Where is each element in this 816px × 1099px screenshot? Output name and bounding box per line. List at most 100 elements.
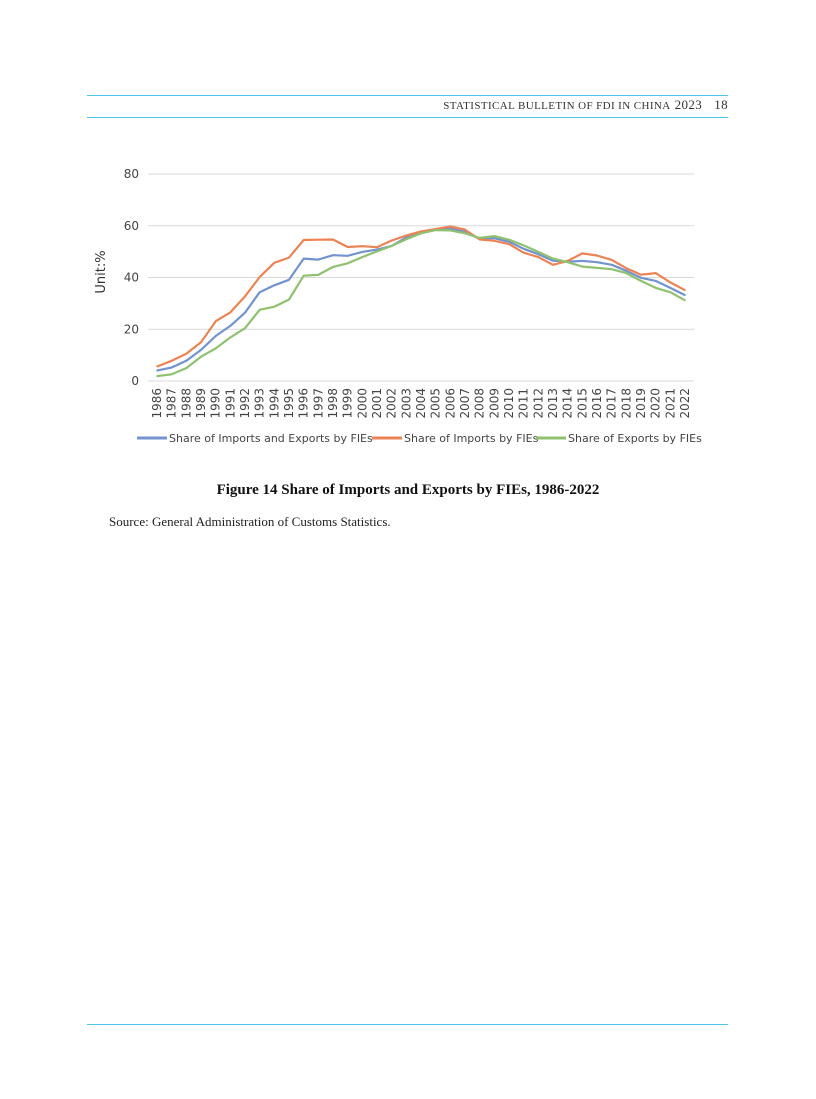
data-point-2-2008 xyxy=(478,237,481,239)
data-point-0-2012 xyxy=(537,253,540,255)
data-point-1-2013 xyxy=(552,264,554,266)
data-point-2-1994 xyxy=(273,305,276,308)
data-point-0-1999 xyxy=(346,255,349,257)
y-tick-label-20: 20 xyxy=(124,322,139,336)
x-tick-label-1992: 1992 xyxy=(238,388,252,419)
data-point-0-1997 xyxy=(317,258,320,261)
y-tick-label-80: 80 xyxy=(124,167,139,181)
data-point-0-2017 xyxy=(610,264,613,266)
legend-label-0: Share of Imports and Exports by FIEs xyxy=(169,432,373,445)
bulletin-title: STATISTICAL BULLETIN OF FDI IN CHINA xyxy=(443,100,671,112)
data-point-0-2010 xyxy=(508,241,510,243)
bulletin-year: 2023 xyxy=(674,97,703,112)
data-point-0-2022 xyxy=(684,294,686,296)
data-point-0-2013 xyxy=(552,259,554,262)
x-tick-label-2018: 2018 xyxy=(619,388,633,419)
data-point-0-2009 xyxy=(493,237,496,239)
data-point-0-2018 xyxy=(625,270,628,272)
x-tick-label-1996: 1996 xyxy=(297,388,311,419)
data-point-1-1992 xyxy=(244,295,246,298)
x-tick-label-2009: 2009 xyxy=(487,388,501,419)
data-point-2-2017 xyxy=(610,268,613,271)
data-point-1-2017 xyxy=(610,259,613,261)
data-point-0-1987 xyxy=(170,366,173,369)
data-point-0-1998 xyxy=(332,254,334,256)
series-lines xyxy=(156,225,686,378)
x-tick-label-1994: 1994 xyxy=(267,388,281,419)
data-point-2-2018 xyxy=(625,272,628,274)
x-tick-label-2002: 2002 xyxy=(385,388,399,419)
x-tick-label-2003: 2003 xyxy=(399,388,413,419)
x-tick-label-2020: 2020 xyxy=(649,388,663,419)
x-tick-label-1998: 1998 xyxy=(326,388,340,419)
data-point-2-1988 xyxy=(185,367,188,369)
x-tick-label-2013: 2013 xyxy=(546,388,560,419)
data-point-2-2016 xyxy=(596,267,598,269)
legend: Share of Imports and Exports by FIEs Shar… xyxy=(137,432,702,445)
data-point-1-1995 xyxy=(288,256,290,259)
data-point-2-1998 xyxy=(332,266,334,268)
y-axis-label: Unit:% xyxy=(94,250,109,293)
data-point-0-1988 xyxy=(185,360,188,362)
x-tick-label-2017: 2017 xyxy=(605,388,619,419)
x-tick-label-1989: 1989 xyxy=(194,388,208,419)
data-point-2-1997 xyxy=(317,274,320,276)
data-point-0-2016 xyxy=(596,261,598,264)
data-point-2-2002 xyxy=(390,245,393,247)
data-point-1-1991 xyxy=(229,311,232,314)
data-point-1-2001 xyxy=(376,246,378,248)
x-tick-label-2012: 2012 xyxy=(531,388,545,419)
data-point-1-2003 xyxy=(405,234,408,237)
data-point-2-2014 xyxy=(566,261,569,264)
data-point-1-1986 xyxy=(156,365,158,368)
series-line-1 xyxy=(156,225,686,368)
data-point-1-2015 xyxy=(581,252,584,255)
data-point-2-2012 xyxy=(537,251,540,253)
x-tick-label-2000: 2000 xyxy=(355,388,369,419)
legend-label-2: Share of Exports by FIEs xyxy=(568,432,702,445)
data-point-0-1996 xyxy=(302,257,305,260)
data-point-0-2003 xyxy=(405,236,408,239)
data-point-1-2008 xyxy=(478,238,481,241)
header-rule-bottom xyxy=(87,117,728,118)
x-tick-label-2021: 2021 xyxy=(663,388,677,419)
x-tick-label-2015: 2015 xyxy=(575,388,589,419)
data-point-2-2019 xyxy=(640,280,642,282)
figure-caption: Figure 14 Share of Imports and Exports b… xyxy=(216,482,600,498)
data-point-0-1993 xyxy=(258,291,261,294)
x-tick-label-2010: 2010 xyxy=(502,388,516,419)
data-point-0-1994 xyxy=(273,284,276,287)
data-point-2-1992 xyxy=(244,327,246,330)
data-point-2-1999 xyxy=(346,262,349,265)
data-point-1-2019 xyxy=(640,273,642,276)
x-tick-label-1995: 1995 xyxy=(282,388,296,419)
data-point-2-2011 xyxy=(522,244,525,247)
data-point-0-2020 xyxy=(654,280,657,282)
data-point-1-2007 xyxy=(464,228,466,231)
x-tick-label-2011: 2011 xyxy=(517,388,531,419)
data-point-2-1996 xyxy=(302,274,305,277)
data-point-2-2010 xyxy=(508,238,510,241)
data-point-0-1986 xyxy=(156,369,158,372)
x-tick-label-2007: 2007 xyxy=(458,388,472,419)
data-point-2-1989 xyxy=(200,355,202,358)
running-header: STATISTICAL BULLETIN OF FDI IN CHINA 2023… xyxy=(443,97,728,113)
data-point-1-1997 xyxy=(317,238,320,241)
data-point-1-2020 xyxy=(654,272,657,274)
data-point-0-2019 xyxy=(640,277,642,279)
data-point-2-1991 xyxy=(229,336,232,339)
data-point-0-1989 xyxy=(200,349,202,351)
data-point-2-2007 xyxy=(464,232,466,235)
data-point-0-2015 xyxy=(581,260,584,262)
x-tick-label-1990: 1990 xyxy=(209,388,223,419)
data-point-0-1990 xyxy=(214,335,217,337)
x-tick-label-1986: 1986 xyxy=(150,388,164,419)
data-point-2-1990 xyxy=(214,347,217,350)
data-point-1-2011 xyxy=(522,251,525,254)
data-point-2-2006 xyxy=(449,229,452,232)
data-point-1-1994 xyxy=(273,262,276,264)
legend-label-1: Share of Imports by FIEs xyxy=(404,432,539,445)
x-tick-label-1997: 1997 xyxy=(311,388,325,419)
x-tick-label-2014: 2014 xyxy=(561,388,575,419)
